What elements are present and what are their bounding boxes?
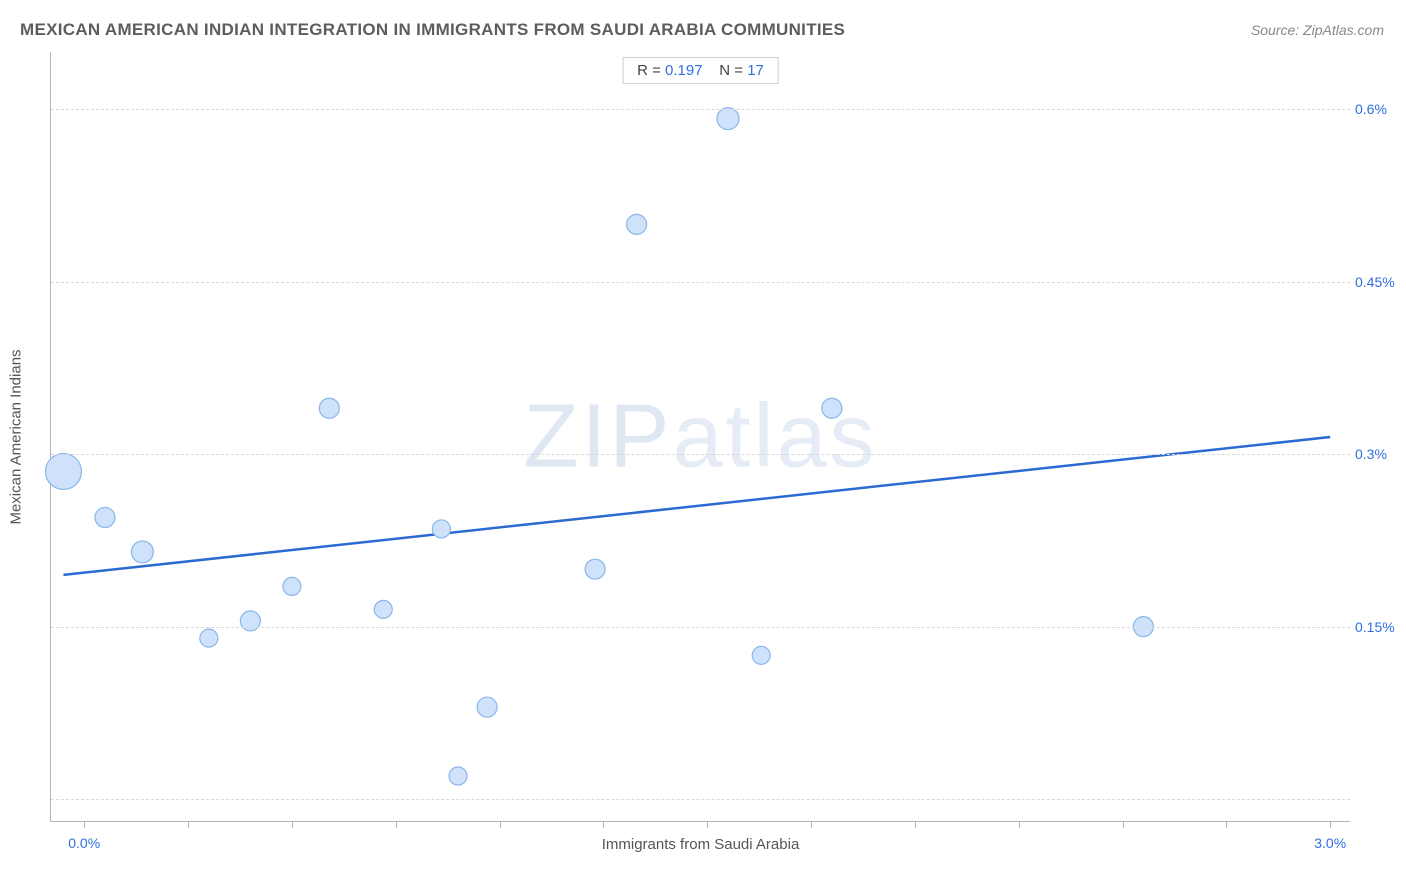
x-tick bbox=[188, 821, 189, 828]
data-point bbox=[131, 541, 153, 563]
data-point bbox=[45, 453, 81, 489]
gridline bbox=[51, 282, 1350, 283]
gridline bbox=[51, 454, 1350, 455]
y-tick-label: 0.45% bbox=[1355, 274, 1400, 290]
chart-svg bbox=[51, 52, 1350, 821]
x-tick bbox=[84, 821, 85, 828]
x-tick bbox=[707, 821, 708, 828]
chart-title: MEXICAN AMERICAN INDIAN INTEGRATION IN I… bbox=[20, 20, 845, 40]
x-tick bbox=[811, 821, 812, 828]
x-tick-label: 3.0% bbox=[1314, 835, 1346, 851]
x-tick bbox=[396, 821, 397, 828]
data-point bbox=[200, 629, 218, 647]
x-tick bbox=[1123, 821, 1124, 828]
data-point bbox=[627, 214, 647, 234]
x-tick bbox=[292, 821, 293, 828]
source-name: ZipAtlas.com bbox=[1303, 22, 1384, 38]
gridline bbox=[51, 799, 1350, 800]
source-attribution: Source: ZipAtlas.com bbox=[1251, 22, 1384, 38]
data-point bbox=[822, 398, 842, 418]
source-prefix: Source: bbox=[1251, 22, 1303, 38]
data-point bbox=[240, 611, 260, 631]
data-point bbox=[374, 600, 392, 618]
data-point bbox=[283, 577, 301, 595]
data-point bbox=[585, 559, 605, 579]
data-point bbox=[477, 697, 497, 717]
x-tick bbox=[603, 821, 604, 828]
gridline bbox=[51, 627, 1350, 628]
x-tick bbox=[1226, 821, 1227, 828]
x-axis-label: Immigrants from Saudi Arabia bbox=[602, 836, 800, 853]
y-tick-label: 0.15% bbox=[1355, 619, 1400, 635]
x-tick bbox=[1330, 821, 1331, 828]
data-point bbox=[95, 507, 115, 527]
x-tick bbox=[1019, 821, 1020, 828]
data-point bbox=[432, 520, 450, 538]
data-point bbox=[717, 108, 739, 130]
x-tick bbox=[500, 821, 501, 828]
x-tick bbox=[915, 821, 916, 828]
data-point bbox=[319, 398, 339, 418]
trend-line bbox=[63, 437, 1330, 575]
y-tick-label: 0.3% bbox=[1355, 446, 1400, 462]
y-axis-label: Mexican American Indians bbox=[8, 349, 25, 524]
data-point bbox=[449, 767, 467, 785]
gridline bbox=[51, 109, 1350, 110]
y-tick-label: 0.6% bbox=[1355, 101, 1400, 117]
data-point bbox=[752, 646, 770, 664]
plot-area: ZIPatlas R = 0.197 N = 17 Mexican Americ… bbox=[50, 52, 1350, 822]
x-tick-label: 0.0% bbox=[68, 835, 100, 851]
